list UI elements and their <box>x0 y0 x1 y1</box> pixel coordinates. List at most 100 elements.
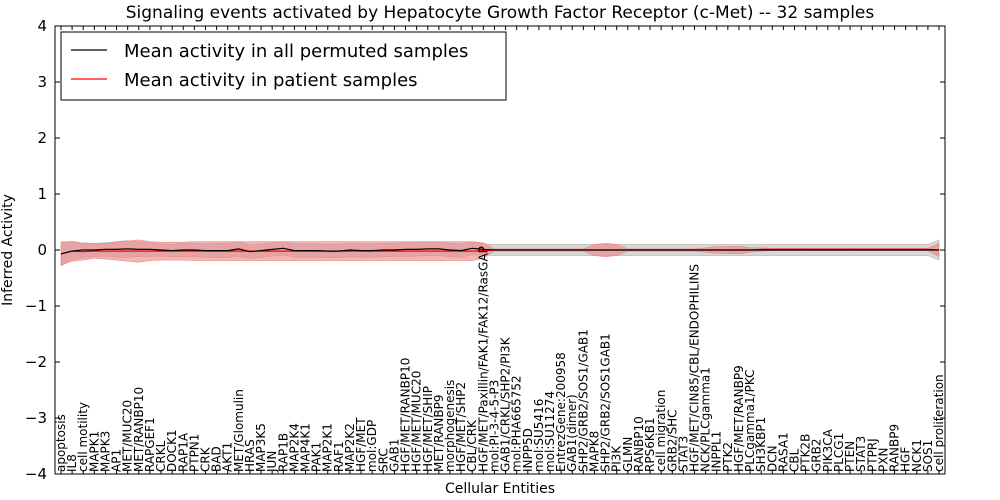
x-category-label: BAD <box>210 446 224 472</box>
x-category-label: RANBP10 <box>632 416 646 472</box>
x-category-label: RPS6KB1 <box>643 417 657 472</box>
x-category-label: SOS1 <box>921 440 935 472</box>
x-category-label: MAP4K1 <box>299 423 313 472</box>
x-category-label: RASA1 <box>776 432 790 472</box>
x-category-label: HGF/MET <box>354 417 368 472</box>
x-category-label: MAP3K5 <box>254 423 268 472</box>
x-category-label: HGF/MET/SHIP <box>421 386 435 472</box>
x-category-label: PTK2 <box>721 442 735 472</box>
x-category-label: mol:GDP <box>365 420 379 472</box>
band-patient <box>60 239 940 266</box>
x-category-label: HGF/MET/RANBP10 <box>399 358 413 472</box>
y-tick-label: −2 <box>25 353 47 371</box>
x-category-label: MET/MUC20 <box>121 400 135 472</box>
x-category-label: SHP2/GRB2/SOS1GAB1 <box>599 333 613 472</box>
x-category-label: cell proliferation <box>932 374 946 472</box>
y-tick-label: 2 <box>37 129 47 147</box>
x-category-label: JUN <box>265 451 279 473</box>
x-category-label: MAPK3 <box>99 431 113 472</box>
x-category-label: MET/RANBP10 <box>132 387 146 472</box>
x-category-label: PLCG1 <box>832 433 846 472</box>
x-category-label: STAT3 <box>676 436 690 472</box>
y-tick-label: 3 <box>37 73 47 91</box>
x-category-label: MAPK1 <box>87 431 101 472</box>
legend-box <box>60 31 507 101</box>
y-tick-label: −1 <box>25 297 47 315</box>
chart-title: Signaling events activated by Hepatocyte… <box>126 3 875 23</box>
x-category-label: DOCK1 <box>165 429 179 472</box>
x-category-label: mol:SU11274 <box>543 391 557 472</box>
x-category-label: INPPL1 <box>710 431 724 472</box>
y-axis-title: Inferred Activity <box>0 194 16 306</box>
x-category-label: MAP2K2 <box>343 423 357 472</box>
line-permuted <box>60 247 939 255</box>
x-category-label: PTPRJ <box>865 438 879 472</box>
legend-label-patient: Mean activity in patient samples <box>124 70 418 91</box>
y-tick-label: 1 <box>37 185 47 203</box>
x-category-label: RAP1B <box>276 433 290 472</box>
x-category-label: morphogenesis <box>443 380 457 472</box>
x-category-label: PTK2B <box>799 434 813 472</box>
confidence-bands <box>60 239 940 267</box>
x-category-label: SRC <box>376 448 390 472</box>
x-category-label: HGF/MET/CIN85/CBL/ENDOPHILINS <box>688 264 702 472</box>
x-category-label: GAB1(dimer) <box>565 394 579 472</box>
x-category-label: CRKL <box>154 440 168 472</box>
x-category-label: CBL <box>788 448 802 472</box>
x-axis <box>60 26 940 474</box>
x-category-label: DCN <box>765 445 779 472</box>
y-tick-label: −4 <box>25 465 47 483</box>
x-category-label: MET/Glomulin <box>232 389 246 472</box>
x-category-label: IL8 <box>65 454 79 472</box>
legend-label-permuted: Mean activity in all permuted samples <box>124 41 468 62</box>
x-category-label: HGF/MET/RANBP9 <box>732 365 746 472</box>
x-category-label: HGF <box>899 447 913 472</box>
x-category-label: MAPK8 <box>588 431 602 472</box>
x-category-label: GLMN <box>621 437 635 472</box>
x-category-label: mol:SU5416 <box>532 399 546 472</box>
x-category-label: GAB1 <box>387 439 401 472</box>
x-category-label: RANBP9 <box>888 424 902 472</box>
x-category-label: RAPGEF1 <box>143 417 157 472</box>
x-category-label: HRAS <box>243 439 257 472</box>
x-category-label: AP1 <box>110 449 124 472</box>
series-lines <box>60 247 940 255</box>
x-category-label: PIK3CA <box>821 428 835 472</box>
x-category-label: RAF1 <box>332 441 346 472</box>
x-category-label: CRK <box>199 446 213 472</box>
x-category-label: NCK/PLCgamma1 <box>699 367 713 472</box>
x-category-label: CBL/CRK <box>465 419 479 472</box>
x-category-label: STAT3 <box>854 436 868 472</box>
x-category-label: cell migration <box>654 390 668 472</box>
x-category-label: PXN <box>876 448 890 472</box>
x-category-label: AKT1 <box>221 442 235 472</box>
x-category-label: cell motility <box>76 402 90 472</box>
x-category-label: EntrezGene:200958 <box>554 352 568 472</box>
x-category-label: HGF/MET/SHP2 <box>454 382 468 472</box>
legend: Mean activity in all permuted samples Me… <box>60 31 507 101</box>
x-category-label: SHP2/GRB2/SOS1/GAB1 <box>576 329 590 472</box>
x-category-label: MAP2K1 <box>321 423 335 472</box>
x-category-label: GAB1/CRKL/SHP2/PI3K <box>499 336 513 472</box>
x-category-label: RAP1A <box>176 432 190 472</box>
x-category-label: PTPN1 <box>187 434 201 472</box>
x-category-label: GRB2/SHC <box>665 409 679 472</box>
x-category-label: mol:PI-3-4-5-P3 <box>487 380 501 472</box>
x-category-label: PTEN <box>843 441 857 472</box>
x-category-label: INPP5D <box>521 428 535 472</box>
y-tick-label: −3 <box>25 409 47 427</box>
y-axis: −4 −3 −2 −1 0 1 2 3 4 <box>25 17 945 483</box>
x-category-label: PLCgamma1/PKC <box>743 369 757 472</box>
x-category-label: PAK1 <box>310 442 324 472</box>
x-category-label: HGF/MET/Paxillin/FAK1/FAK12/RasGAP <box>476 246 490 472</box>
y-tick-label: 4 <box>37 17 47 35</box>
x-category-label: HGF/MET/MUC20 <box>410 371 424 472</box>
x-category-label: MET/RANBP9 <box>432 395 446 472</box>
x-category-label: MAP2K4 <box>287 423 301 472</box>
x-axis-title: Cellular Entities <box>445 481 555 497</box>
x-category-label: GRB2 <box>810 438 824 472</box>
x-category-label: PI3K <box>610 445 624 472</box>
x-category-label: apoptosis <box>54 414 68 472</box>
